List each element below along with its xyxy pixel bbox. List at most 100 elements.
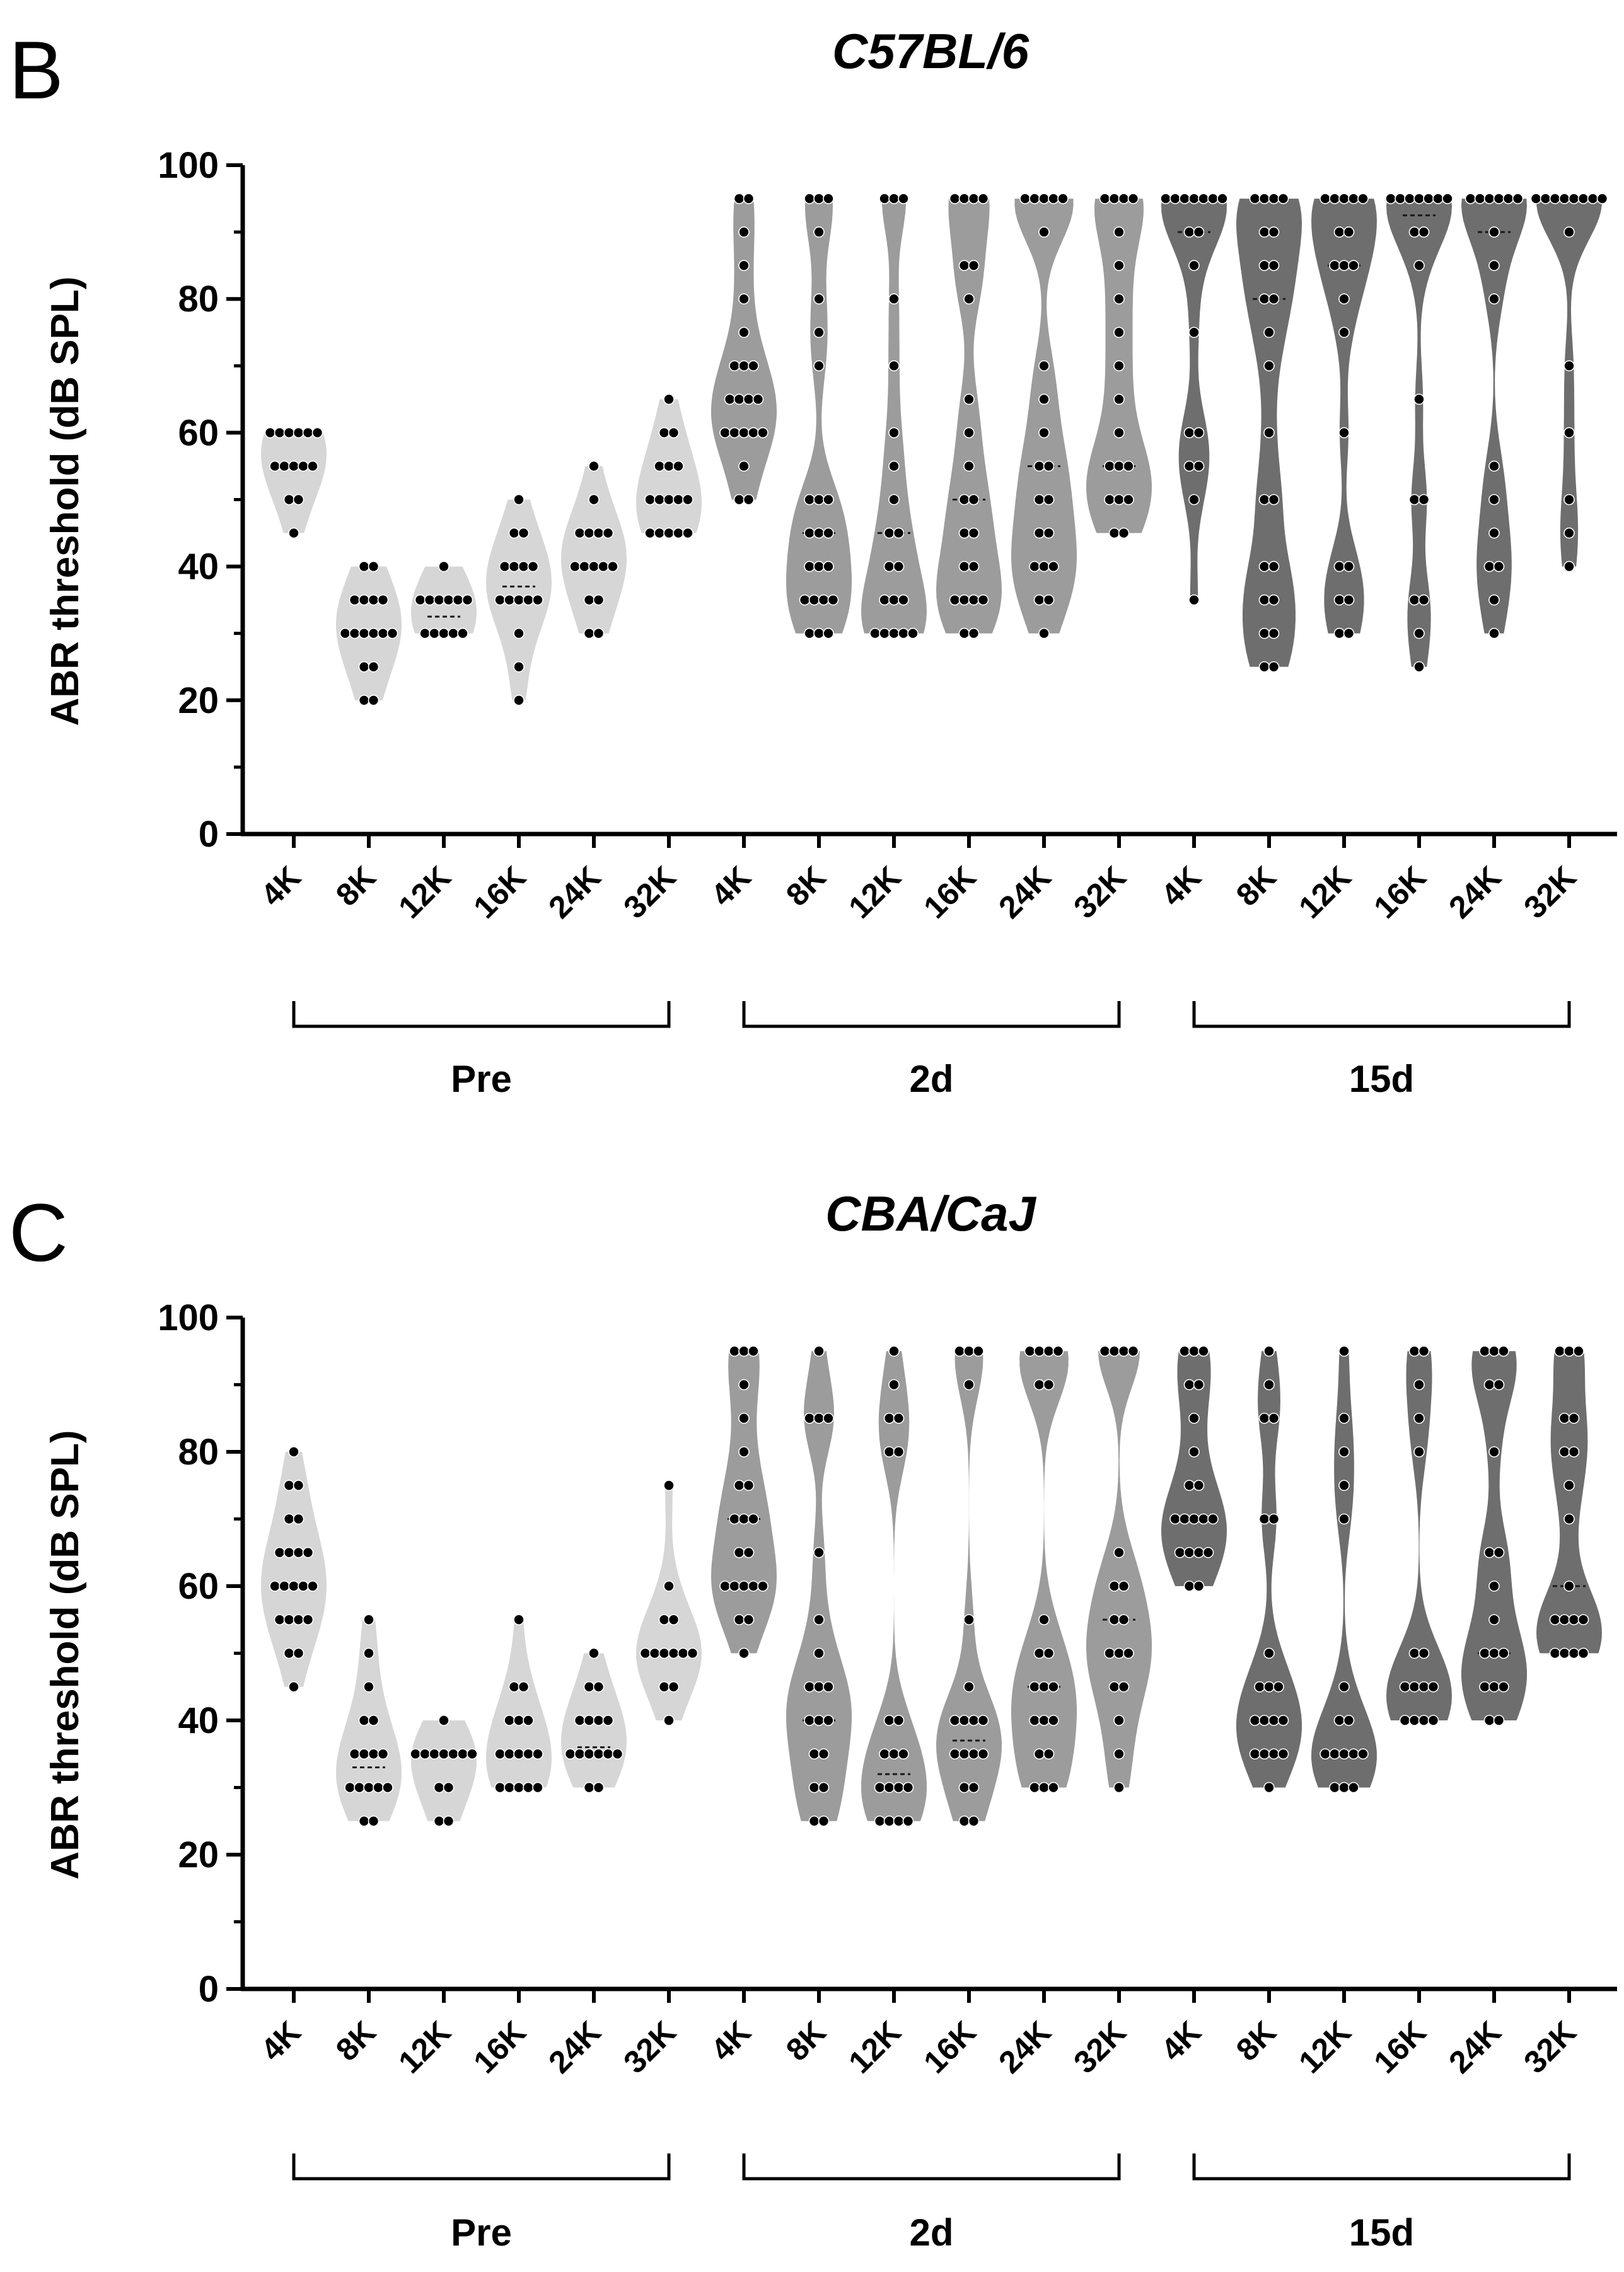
data-point — [977, 1715, 989, 1726]
data-point — [494, 1748, 506, 1760]
data-point — [743, 1546, 755, 1558]
data-point — [1596, 193, 1608, 204]
data-point — [1188, 1446, 1200, 1458]
data-point — [1183, 1379, 1195, 1391]
data-point — [888, 594, 900, 606]
data-point — [1333, 594, 1345, 606]
violin-15d-12k — [1311, 1351, 1377, 1788]
data-point — [724, 393, 736, 405]
violin-pre-32k — [636, 1485, 702, 1720]
data-point — [1338, 1446, 1350, 1458]
data-point — [1048, 560, 1059, 572]
data-point — [879, 193, 890, 204]
data-point — [1033, 494, 1045, 506]
data-point — [433, 1782, 445, 1794]
violin-pre-4k — [261, 1452, 327, 1687]
violin-15d-24k — [1461, 1351, 1527, 1720]
data-point — [743, 1614, 755, 1626]
data-point — [1193, 427, 1205, 439]
data-point — [293, 427, 304, 439]
data-point — [593, 527, 605, 539]
data-point — [813, 1412, 825, 1424]
data-point — [738, 1580, 750, 1592]
data-point — [738, 1446, 750, 1458]
data-point — [293, 1614, 304, 1626]
data-point — [598, 560, 609, 572]
data-point — [973, 1345, 984, 1357]
data-point — [1048, 1715, 1059, 1726]
data-point — [1258, 293, 1270, 305]
data-point — [1333, 226, 1345, 238]
data-point — [1099, 193, 1111, 204]
data-point — [1563, 494, 1575, 506]
data-point — [1123, 460, 1134, 472]
group-bracket-pre — [292, 2153, 671, 2181]
data-point — [668, 1614, 680, 1626]
data-point — [804, 627, 815, 639]
data-point — [1338, 1345, 1350, 1357]
data-point — [654, 460, 665, 472]
data-point — [1254, 1681, 1265, 1693]
data-point — [1488, 1647, 1500, 1659]
data-point — [457, 1748, 468, 1760]
data-point — [386, 627, 398, 639]
data-point — [738, 1379, 750, 1391]
data-point — [433, 1815, 445, 1827]
data-point — [1277, 1748, 1289, 1760]
y-tick-label: 60 — [178, 412, 219, 453]
data-point — [438, 1748, 450, 1760]
data-point — [1108, 1345, 1120, 1357]
data-point — [564, 1748, 576, 1760]
data-point — [1033, 1748, 1045, 1760]
data-point — [574, 527, 586, 539]
data-point — [1113, 360, 1125, 372]
data-point — [738, 1345, 750, 1357]
data-point — [1263, 1782, 1275, 1794]
data-point — [1493, 193, 1505, 204]
violin-2d-8k — [786, 199, 852, 634]
panel-c57bl6: B C57BL/6 ABR threshold (dB SPL) 4K 8K 12K… — [9, 23, 1617, 1100]
data-point — [1408, 1681, 1420, 1693]
data-point — [368, 560, 380, 572]
data-point — [1029, 193, 1040, 204]
data-point — [977, 193, 989, 204]
data-point — [883, 1412, 895, 1424]
data-point — [1483, 1546, 1495, 1558]
data-point — [968, 1815, 980, 1827]
data-point — [968, 594, 980, 606]
data-point — [1193, 1379, 1205, 1391]
data-point — [1263, 427, 1275, 439]
data-point — [288, 1580, 299, 1592]
data-point — [1413, 627, 1425, 639]
data-point — [513, 1614, 525, 1626]
data-point — [349, 627, 361, 639]
data-point — [1169, 1513, 1181, 1525]
data-point — [504, 594, 515, 606]
data-point — [523, 1748, 534, 1760]
data-point — [377, 1748, 389, 1760]
data-point — [358, 594, 370, 606]
data-point — [377, 594, 389, 606]
data-point — [612, 1748, 624, 1760]
data-point — [311, 427, 323, 439]
data-point — [1183, 1546, 1195, 1558]
data-point — [1404, 193, 1415, 204]
y-tick-label: 20 — [178, 680, 219, 721]
data-point — [1033, 460, 1045, 472]
data-point — [593, 1681, 605, 1693]
violin-15d-32k — [1536, 199, 1602, 567]
group-label-2d: 2d — [909, 1058, 953, 1100]
data-point — [1413, 661, 1425, 673]
data-point — [264, 427, 276, 439]
data-point — [293, 494, 304, 506]
data-point — [1558, 193, 1570, 204]
data-point — [733, 1546, 745, 1558]
data-point — [958, 260, 970, 271]
data-point — [1033, 1647, 1045, 1659]
data-point — [1493, 1379, 1505, 1391]
data-point — [513, 627, 525, 639]
data-point — [1268, 627, 1280, 639]
data-point — [823, 627, 834, 639]
data-point — [1249, 1715, 1261, 1726]
data-point — [1277, 193, 1289, 204]
